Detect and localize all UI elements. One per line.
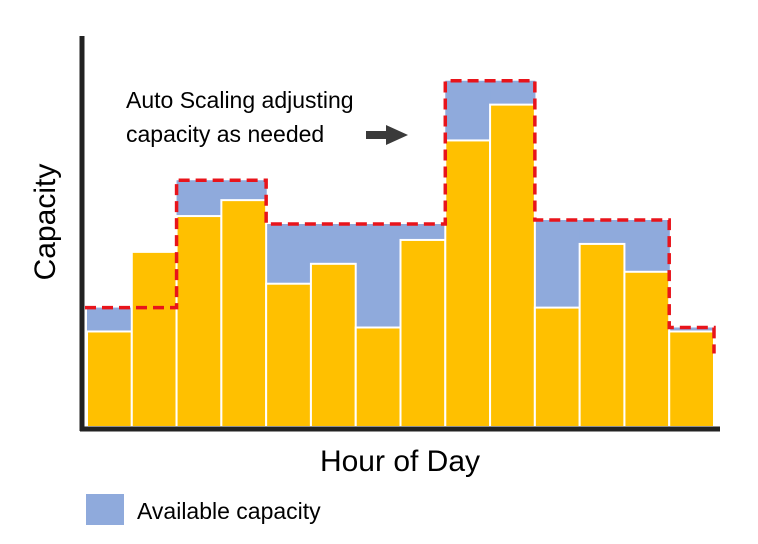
- usage-bar: [533, 306, 581, 429]
- usage-bar: [309, 262, 357, 428]
- usage-bar: [265, 282, 312, 428]
- y-axis-title: Capacity: [29, 164, 62, 281]
- usage-bar: [623, 270, 671, 428]
- usage-bar: [130, 250, 178, 428]
- usage-bar: [86, 330, 133, 429]
- usage-bar: [578, 242, 626, 428]
- legend-swatch-available: [86, 494, 124, 525]
- usage-bar: [444, 139, 492, 428]
- legend: Available capacity: [86, 494, 321, 525]
- usage-bar: [354, 326, 402, 428]
- usage-bars: [86, 103, 716, 429]
- annotation-line-2: capacity as needed: [126, 121, 324, 147]
- usage-bar: [220, 199, 268, 428]
- usage-bar: [668, 330, 716, 429]
- usage-bar: [175, 215, 223, 428]
- usage-bar: [399, 238, 447, 428]
- capacity-outline: [85, 78, 716, 354]
- arrow-right-icon: [366, 125, 408, 145]
- annotation-line-1: Auto Scaling adjusting: [126, 87, 354, 113]
- x-axis-title: Hour of Day: [320, 445, 480, 478]
- annotation: Auto Scaling adjusting capacity as neede…: [126, 87, 408, 147]
- legend-label-available: Available capacity: [137, 498, 321, 524]
- usage-bar: [489, 103, 536, 429]
- axes: [79, 36, 720, 432]
